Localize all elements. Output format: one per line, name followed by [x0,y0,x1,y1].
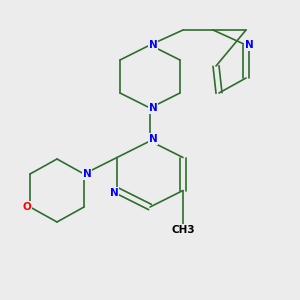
Text: N: N [245,40,254,50]
Text: N: N [148,134,158,144]
Text: O: O [22,202,31,212]
Text: N: N [82,169,91,179]
Text: N: N [148,40,158,50]
Text: N: N [148,103,158,113]
Text: N: N [110,188,118,198]
Text: CH3: CH3 [171,225,195,235]
